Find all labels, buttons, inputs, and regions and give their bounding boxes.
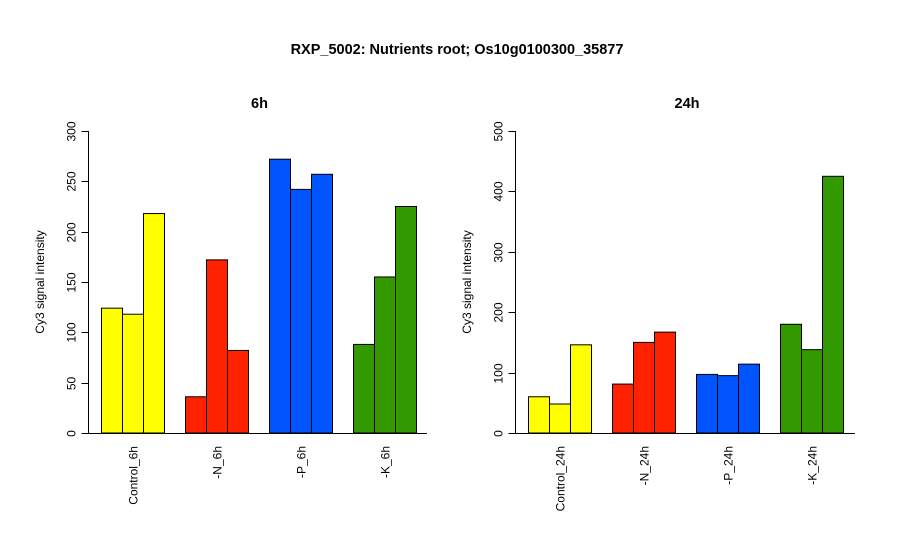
- bar: [311, 173, 333, 434]
- bar: [570, 344, 592, 434]
- y-tick-label: 200: [65, 222, 79, 242]
- bar: [122, 313, 144, 434]
- bar: [395, 206, 417, 434]
- y-tick-label: 0: [65, 430, 79, 437]
- y-tick-label: 400: [492, 181, 506, 201]
- y-tick-label: 100: [65, 322, 79, 342]
- y-axis-label: Cy3 signal intensity: [460, 230, 474, 333]
- bar: [227, 349, 249, 434]
- main-title: RXP_5002: Nutrients root; Os10g0100300_3…: [291, 42, 624, 58]
- bar: [822, 175, 844, 434]
- x-tick-label: -N_6h: [211, 446, 225, 479]
- x-tick-label: -P_24h: [722, 446, 736, 485]
- x-tick-label: Control_6h: [127, 446, 141, 505]
- panel-title: 24h: [675, 96, 700, 112]
- bar: [101, 307, 123, 434]
- y-tick-label: 50: [65, 377, 79, 391]
- y-tick-label: 250: [65, 171, 79, 191]
- bar: [143, 213, 165, 434]
- y-tick-label: 300: [65, 121, 79, 141]
- panel-24h: 24h Cy3 signal intensity 0 100 200 300 400 500 C…: [460, 96, 855, 511]
- y-tick-label: 300: [492, 242, 506, 262]
- bar: [185, 396, 207, 434]
- x-tick-label: -K_6h: [379, 446, 393, 478]
- bar: [374, 276, 396, 434]
- bar: [633, 341, 655, 434]
- bar: [801, 349, 823, 434]
- bar: [549, 403, 571, 434]
- bar: [780, 323, 802, 434]
- bar: [696, 373, 718, 434]
- bar: [206, 259, 228, 434]
- bar: [612, 383, 634, 434]
- bar: [269, 158, 291, 434]
- y-tick-label: 150: [65, 272, 79, 292]
- y-tick-label: 200: [492, 302, 506, 322]
- y-tick-label: 500: [492, 121, 506, 141]
- bar: [654, 331, 676, 434]
- bar: [528, 396, 550, 434]
- bar: [290, 188, 312, 434]
- x-tick-label: -N_24h: [638, 446, 652, 485]
- y-tick-label: 0: [492, 430, 506, 437]
- bar: [738, 363, 760, 434]
- y-tick-label: 100: [492, 363, 506, 383]
- bar: [717, 375, 739, 434]
- x-tick-label: Control_24h: [554, 446, 568, 511]
- x-tick-label: -P_6h: [295, 446, 309, 478]
- y-axis-label: Cy3 signal intensity: [33, 230, 47, 333]
- x-tick-label: -K_24h: [806, 446, 820, 485]
- bar: [353, 343, 375, 434]
- panel-6h: 6h Cy3 signal intensity 0 50 100 150 200 250 300…: [33, 96, 427, 505]
- panel-title: 6h: [251, 96, 268, 112]
